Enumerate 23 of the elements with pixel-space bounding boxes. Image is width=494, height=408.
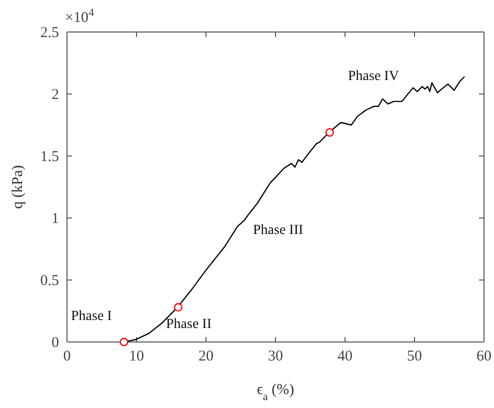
- x-tick-label: 20: [198, 348, 214, 365]
- y-tick-label: 1: [52, 210, 59, 227]
- annotation: Phase III: [253, 223, 304, 238]
- y-tick-label: 2.5: [40, 24, 59, 41]
- x-axis-title: ϵ$_{a}$ (%): [256, 382, 294, 403]
- y-tick-label: 1.5: [40, 148, 59, 165]
- point: [120, 338, 128, 346]
- annotation: Phase IV: [348, 69, 399, 84]
- x-tick-label: 50: [407, 348, 422, 365]
- y-tick-label: 2: [52, 86, 59, 103]
- x-tick-label: 60: [476, 348, 492, 365]
- y-axis-title: q (kPa): [10, 165, 26, 209]
- x-tick-label: 40: [338, 348, 352, 365]
- x-tick-label: 30: [268, 348, 283, 365]
- point: [325, 128, 334, 137]
- point: [174, 303, 182, 312]
- x-tick-label: 10: [129, 348, 144, 365]
- text: ×10$^{4}$: [65, 7, 94, 26]
- annotation: Phase I: [71, 309, 112, 324]
- x-tick-label: 0: [63, 348, 71, 365]
- y-tick-label: 0.5: [40, 272, 59, 289]
- annotation: Phase II: [166, 317, 212, 332]
- y-tick-label: 0: [52, 334, 59, 351]
